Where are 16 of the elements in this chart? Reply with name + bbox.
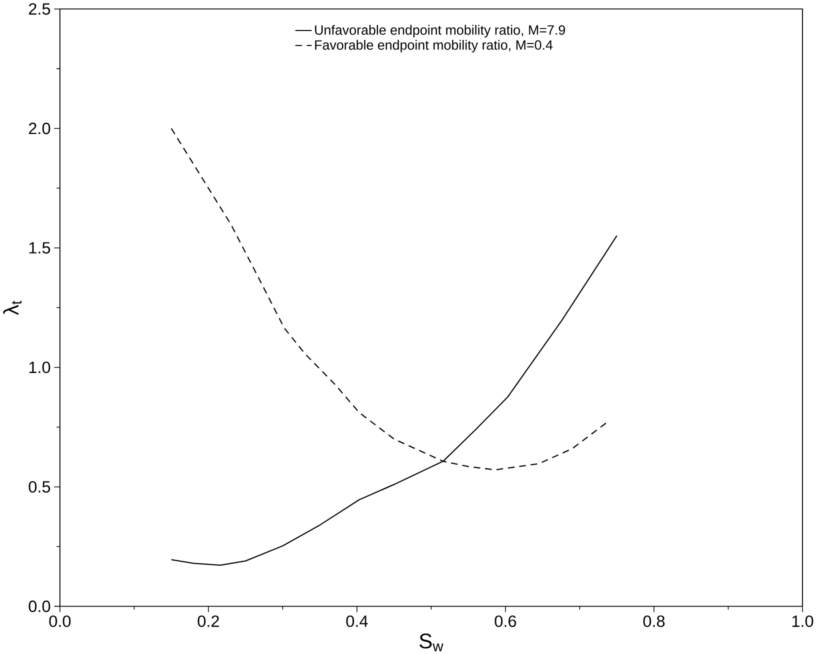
y-axis-title: λ$_{t}$ (3, 300, 22, 315)
x-tick-label: 1.0 (792, 615, 814, 627)
x-tick-label: 0.6 (494, 615, 516, 627)
y-tick-label: 1.5 (29, 242, 50, 254)
y-tick-label: 2.0 (28, 122, 50, 134)
y-tick-label: 0.5 (28, 480, 50, 492)
x-tick-label: 0.0 (49, 615, 71, 627)
y-tick-label: 0.0 (28, 600, 50, 612)
legend-label: Favorable endpoint mobility ratio, M=0.4 (315, 40, 553, 52)
legend-label: Unfavorable endpoint mobility ratio, M=7.9 (315, 24, 565, 38)
x-tick-label: 0.4 (346, 615, 368, 627)
x-tick-label: 0.2 (198, 615, 219, 627)
y-tick-label: 1.0 (29, 361, 50, 373)
x-axis-title: S$_{w}$ (420, 633, 444, 652)
x-tick-label: 0.8 (643, 615, 665, 627)
y-tick-label: 2.5 (28, 2, 50, 15)
